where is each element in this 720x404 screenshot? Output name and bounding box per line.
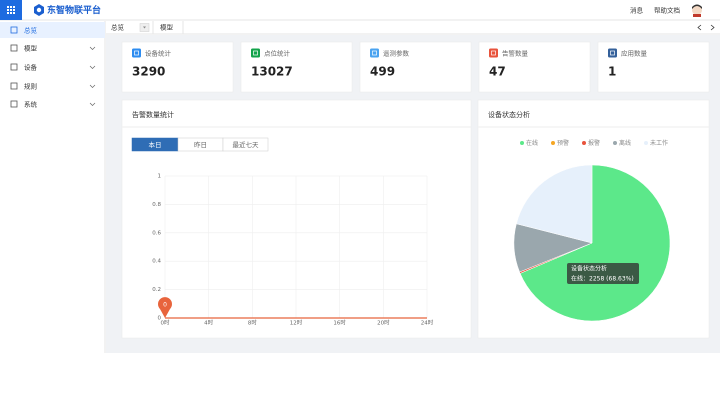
header [0, 0, 720, 20]
tab-bar [106, 21, 720, 34]
nav-icon [10, 44, 18, 52]
stat-card [240, 41, 353, 93]
range-button-label: 最近七天 [233, 140, 260, 149]
x-tick-label: 24时 [421, 319, 434, 327]
stat-icon-glyph [372, 50, 377, 56]
stat-icon-glyph [491, 50, 496, 56]
stat-icon [608, 48, 617, 58]
legend-swatch [644, 141, 648, 145]
stat-icon [370, 48, 379, 58]
range-button-label: 本日 [149, 140, 162, 149]
nav-item[interactable]: 系统 [24, 100, 38, 109]
x-tick-label: 8时 [248, 319, 257, 327]
range-button-label: 昨日 [194, 140, 207, 149]
nav-chevron [89, 84, 96, 88]
nav-item[interactable]: 设备 [24, 63, 38, 72]
x-tick-label: 20时 [377, 319, 390, 327]
card-title: 告警数量统计 [132, 110, 174, 119]
x-tick-label: 12时 [290, 319, 303, 327]
stat-icon-glyph [610, 50, 615, 56]
sidebar-active-bg [0, 22, 105, 38]
y-tick-label: 0.4 [152, 259, 161, 265]
stat-value: 3290 [132, 65, 165, 79]
stat-icon [251, 48, 260, 58]
tab-scroll-left[interactable] [697, 24, 702, 31]
legend-swatch [613, 141, 617, 145]
legend-label[interactable]: 未工作 [650, 139, 668, 147]
legend-label[interactable]: 离线 [619, 139, 631, 147]
tab[interactable]: 模型 [160, 23, 174, 32]
header-link[interactable]: 帮助文档 [654, 6, 680, 15]
tooltip-title: 设备状态分析 [571, 265, 607, 273]
y-tick-label: 1 [158, 174, 162, 180]
stat-label: 点位统计 [264, 49, 291, 58]
legend-label[interactable]: 报警 [588, 139, 600, 147]
avatar[interactable] [692, 4, 702, 18]
nav-chevron [89, 65, 96, 69]
tab-close-icon [143, 26, 146, 29]
nav-icon [10, 82, 18, 90]
stat-label: 设备统计 [145, 49, 172, 58]
legend-label[interactable]: 预警 [557, 139, 569, 147]
x-tick-label: 16时 [333, 319, 346, 327]
y-tick-label: 0.6 [152, 230, 161, 236]
stat-value: 13027 [251, 65, 293, 79]
nav-item[interactable]: 规则 [24, 82, 37, 91]
pin-label: 0 [163, 302, 167, 309]
nav-chevron [89, 102, 96, 106]
stat-icon-glyph [134, 50, 139, 56]
max-pin [158, 297, 173, 318]
x-tick-label: 4时 [204, 319, 213, 327]
stat-label: 应用数量 [621, 49, 648, 58]
stat-label: 告警数量 [502, 49, 529, 58]
tooltip-text: 在线：2258 (68.63%) [571, 275, 634, 283]
legend-swatch [582, 141, 586, 145]
stat-value: 499 [370, 65, 395, 79]
nav-chevron [89, 46, 96, 50]
stat-icon-glyph [253, 50, 258, 56]
pie-slice[interactable] [516, 164, 593, 244]
nav-item[interactable]: 总览 [24, 26, 38, 35]
tooltip [567, 263, 639, 284]
y-tick-label: 0.8 [152, 202, 161, 208]
legend-swatch [520, 141, 524, 145]
legend-swatch [551, 141, 555, 145]
stat-icon [489, 48, 498, 58]
legend-label[interactable]: 在线 [526, 139, 538, 147]
range-button[interactable] [222, 137, 269, 152]
y-tick-label: 0.2 [152, 287, 161, 293]
stat-icon [132, 48, 141, 58]
x-tick-label: 0时 [161, 319, 170, 327]
header-link[interactable]: 消息 [630, 6, 644, 15]
stat-label: 遥测参数 [383, 49, 410, 58]
stat-value: 47 [489, 65, 506, 79]
sidebar [0, 21, 105, 353]
y-tick-label: 0 [158, 316, 162, 322]
line-card [121, 99, 472, 339]
logo-text: 东智物联平台 [47, 4, 101, 16]
menu-button[interactable] [0, 0, 22, 20]
card-title: 设备状态分析 [488, 110, 530, 119]
logo-icon-dot [36, 7, 42, 13]
tab[interactable]: 总览 [111, 23, 125, 32]
stat-value: 1 [608, 65, 616, 79]
nav-icon [10, 26, 18, 34]
tab-scroll-right[interactable] [710, 24, 715, 31]
nav-icon [10, 63, 18, 71]
nav-icon [10, 100, 18, 108]
nav-item[interactable]: 模型 [24, 44, 38, 53]
